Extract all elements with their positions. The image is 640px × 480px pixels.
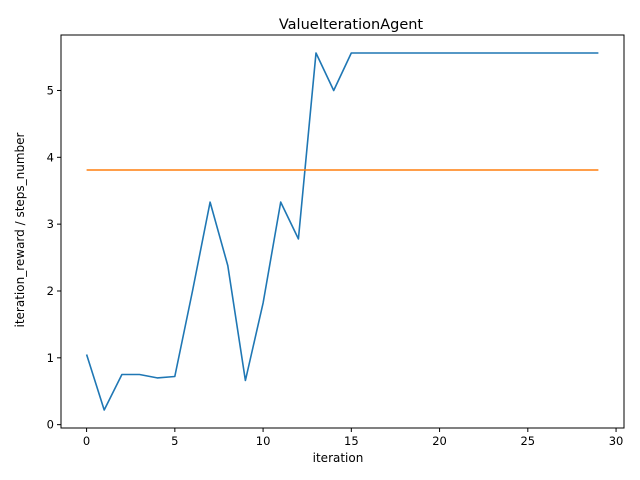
x-tick-label-6: 30: [609, 434, 624, 448]
series-layer: [85, 52, 599, 411]
axes-frame: [60, 34, 625, 429]
y-tick-label-1: 1: [47, 351, 54, 365]
ticks-layer: 0 5 10 15 20 25 30 0 1 2 3 4 5: [47, 83, 624, 448]
y-tick-label-3: 3: [47, 217, 54, 231]
x-tick-label-4: 20: [432, 434, 447, 448]
x-tick-label-5: 25: [520, 434, 535, 448]
x-tick-label-1: 5: [171, 434, 178, 448]
chart-title: ValueIterationAgent: [279, 17, 424, 33]
y-tick-label-4: 4: [47, 150, 54, 164]
x-tick-label-3: 15: [344, 434, 359, 448]
series-line-0: [85, 52, 599, 411]
y-axis-label: iteration_reward / steps_number: [13, 132, 27, 327]
x-tick-label-0: 0: [83, 434, 90, 448]
x-axis-label: iteration: [313, 451, 364, 465]
y-tick-label-0: 0: [47, 418, 54, 432]
y-tick-label-5: 5: [47, 83, 54, 97]
y-tick-label-2: 2: [47, 284, 54, 298]
x-tick-label-2: 10: [256, 434, 271, 448]
